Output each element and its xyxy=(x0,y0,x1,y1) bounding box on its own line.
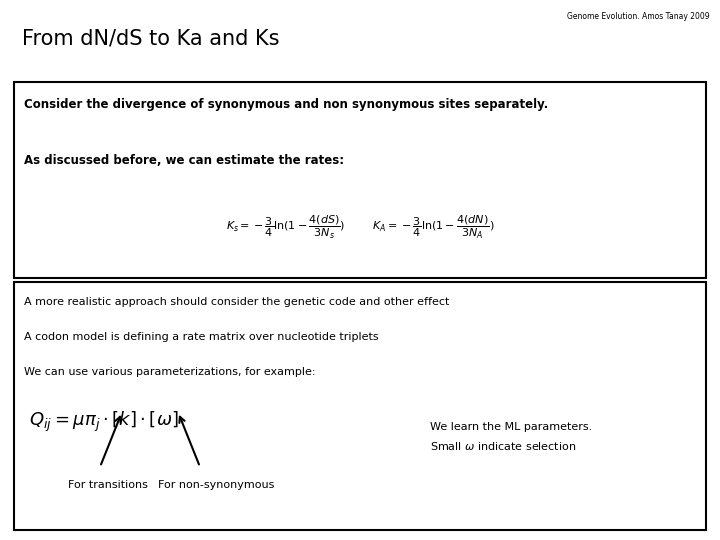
Text: From dN/dS to Ka and Ks: From dN/dS to Ka and Ks xyxy=(22,28,279,48)
Text: Genome Evolution. Amos Tanay 2009: Genome Evolution. Amos Tanay 2009 xyxy=(567,12,710,21)
Text: As discussed before, we can estimate the rates:: As discussed before, we can estimate the… xyxy=(24,154,344,167)
Text: A more realistic approach should consider the genetic code and other effect: A more realistic approach should conside… xyxy=(24,297,449,307)
Text: Consider the divergence of synonymous and non synonymous sites separately.: Consider the divergence of synonymous an… xyxy=(24,98,548,111)
Text: $K_s = -\dfrac{3}{4}\ln(1-\dfrac{4(dS)}{3N_s})$        $K_A = -\dfrac{3}{4}\ln(1: $K_s = -\dfrac{3}{4}\ln(1-\dfrac{4(dS)}{… xyxy=(226,213,494,241)
Text: A codon model is defining a rate matrix over nucleotide triplets: A codon model is defining a rate matrix … xyxy=(24,332,379,342)
Text: For non-synonymous: For non-synonymous xyxy=(158,480,274,490)
Text: We can use various parameterizations, for example:: We can use various parameterizations, fo… xyxy=(24,367,315,377)
Bar xyxy=(14,282,706,530)
Text: For transitions: For transitions xyxy=(68,480,148,490)
Bar xyxy=(14,82,706,278)
Text: We learn the ML parameters.
Small $\omega$ indicate selection: We learn the ML parameters. Small $\omeg… xyxy=(430,422,593,452)
Text: $Q_{ij} = \mu\pi_j \cdot [k] \cdot [\omega]$: $Q_{ij} = \mu\pi_j \cdot [k] \cdot [\ome… xyxy=(29,410,179,434)
